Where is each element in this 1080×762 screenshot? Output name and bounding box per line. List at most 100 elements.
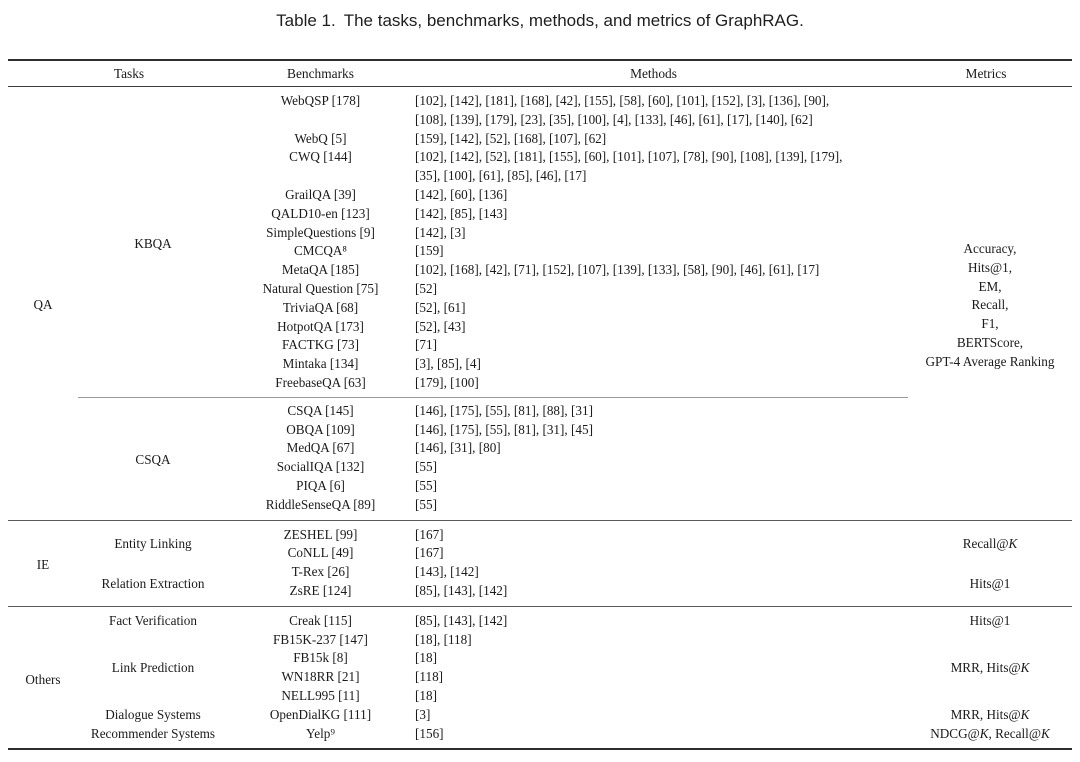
table-row: GrailQA [39] [142], [60], [136] [8, 186, 1072, 205]
methods-cell: [142], [3] [415, 224, 466, 240]
metrics-cell-qa: Accuracy, Hits@1, EM, Recall, F1, BERTSc… [925, 240, 1055, 369]
benchmark-cell: FB15K-237 [147] [273, 631, 368, 647]
methods-cell: [3], [85], [4] [415, 356, 481, 372]
metrics-cell-fact-verification: Hits@1 [969, 612, 1011, 628]
table-row: CWQ [144] [102], [142], [52], [181], [15… [8, 148, 1072, 186]
task-label-entity-linking: Entity Linking [114, 535, 192, 551]
table-row: Dialogue Systems OpenDialKG [111] [3] MR… [8, 706, 1072, 725]
benchmark-cell: MedQA [67] [286, 440, 355, 456]
methods-cell: [52], [61] [415, 299, 466, 315]
methods-cell: [52], [43] [415, 318, 466, 334]
column-header-methods: Methods [413, 60, 908, 87]
benchmark-cell: Yelp⁹ [306, 725, 335, 741]
table-row: FreebaseQA [63] [179], [100] [8, 373, 1072, 398]
benchmark-cell: Natural Question [75] [262, 280, 379, 296]
methods-cell: [156] [415, 725, 444, 741]
header-row: Tasks Benchmarks Methods Metrics [8, 60, 1072, 87]
benchmark-cell: CSQA [145] [287, 402, 354, 418]
benchmark-cell: WebQ [5] [294, 130, 347, 146]
benchmark-cell: FB15k [8] [293, 650, 348, 666]
table-row: WebQ [5] [159], [142], [52], [168], [107… [8, 130, 1072, 149]
group-label-others: Others [25, 671, 61, 687]
methods-cell: [85], [143], [142] [415, 612, 508, 628]
graphrag-summary-table: Tasks Benchmarks Methods Metrics QA KBQA… [8, 59, 1072, 751]
methods-cell: [102], [142], [52], [181], [155], [60], … [415, 149, 843, 184]
metrics-cell-entity-linking: Recall@K [962, 535, 1018, 551]
methods-cell: [159], [142], [52], [168], [107], [62] [415, 130, 607, 146]
benchmark-cell: FreebaseQA [63] [228, 373, 413, 398]
table-row: MedQA [67] [146], [31], [80] [8, 439, 1072, 458]
column-header-metrics: Metrics [908, 60, 1072, 87]
benchmark-cell: GrailQA [39] [285, 186, 356, 202]
table-row: QALD10-en [123] [142], [85], [143] [8, 205, 1072, 224]
table-row: CoNLL [49] [167] [8, 544, 1072, 563]
table-caption-text: The tasks, benchmarks, methods, and metr… [343, 11, 804, 30]
benchmark-cell: ZESHEL [99] [283, 526, 358, 542]
methods-cell: [118] [415, 669, 444, 685]
benchmark-cell: Creak [115] [289, 612, 352, 628]
benchmark-cell: HotpotQA [173] [277, 318, 364, 334]
methods-cell: [18] [415, 687, 437, 703]
benchmark-cell: TriviaQA [68] [282, 299, 359, 315]
benchmark-cell: OpenDialKG [111] [269, 706, 372, 722]
table-row: FB15k [8] [18] [8, 649, 1072, 668]
methods-cell: [146], [31], [80] [415, 440, 501, 456]
task-label-fact-verification: Fact Verification [108, 612, 197, 628]
benchmark-cell: PIQA [6] [296, 477, 345, 493]
methods-cell: [18] [415, 650, 437, 666]
task-label-kbqa: KBQA [78, 86, 228, 398]
group-label-ie: IE [36, 557, 50, 573]
table-row: WN18RR [21] [118] [8, 668, 1072, 687]
task-label-dialogue-systems: Dialogue Systems [105, 706, 201, 722]
table-row: RiddleSenseQA [89] [55] [8, 496, 1072, 520]
metrics-cell-dialogue-systems: MRR, Hits@K [950, 706, 1030, 722]
table-row: Others Fact Verification Creak [115] [85… [8, 606, 1072, 687]
table-row: NELL995 [11] [18] [8, 687, 1072, 706]
benchmark-cell: ZsRE [124] [289, 582, 352, 598]
table-row: Mintaka [134] [3], [85], [4] [8, 355, 1072, 374]
table-caption: Table 1. The tasks, benchmarks, methods, … [0, 0, 1080, 31]
table-row: Natural Question [75] [52] [8, 280, 1072, 299]
benchmark-cell: RiddleSenseQA [89] [265, 496, 376, 512]
table-row: PIQA [6] [55] [8, 477, 1072, 496]
methods-cell: [143], [142] [415, 564, 479, 580]
benchmark-cell: CMCQA⁸ [294, 243, 347, 259]
methods-cell: [55] [415, 477, 437, 493]
methods-cell: [146], [175], [55], [81], [31], [45] [415, 421, 593, 437]
methods-cell: [102], [168], [42], [71], [152], [107], … [415, 262, 820, 278]
table-row: Relation Extraction T-Rex [26] [143], [1… [8, 563, 1072, 591]
task-label-recommender-systems: Recommender Systems [90, 725, 216, 741]
column-header-benchmarks: Benchmarks [228, 60, 413, 87]
benchmark-cell: QALD10-en [123] [271, 205, 370, 221]
task-label-link-prediction: Link Prediction [111, 659, 195, 675]
table-row: QA KBQA WebQSP [178] [102], [142], [181]… [8, 86, 1072, 398]
methods-cell: [55] [415, 496, 437, 512]
methods-cell: [18], [118] [415, 631, 472, 647]
benchmark-cell: SocialIQA [132] [276, 459, 365, 475]
table-row: IE Entity Linking ZESHEL [99] [167] Reca… [8, 520, 1072, 573]
methods-cell: [179], [100] [413, 373, 908, 398]
table-row: ZsRE [124] [85], [143], [142] [8, 582, 1072, 606]
section-ie: IE Entity Linking ZESHEL [99] [167] Reca… [8, 520, 1072, 606]
table-row: Recommender Systems Yelp⁹ [156] NDCG@K, … [8, 725, 1072, 750]
metrics-cell-relation-extraction: Hits@1 [969, 576, 1011, 592]
section-qa: QA KBQA WebQSP [178] [102], [142], [181]… [8, 86, 1072, 521]
methods-cell: [142], [85], [143] [415, 205, 508, 221]
table-row: SimpleQuestions [9] [142], [3] [8, 224, 1072, 243]
benchmark-cell: WebQSP [178] [280, 93, 361, 108]
table-row: OBQA [109] [146], [175], [55], [81], [31… [8, 421, 1072, 440]
column-header-tasks: Tasks [78, 60, 228, 87]
methods-cell: [142], [60], [136] [415, 186, 508, 202]
table-row: TriviaQA [68] [52], [61] [8, 299, 1072, 318]
benchmark-cell: NELL995 [11] [281, 687, 360, 703]
benchmark-cell: T-Rex [26] [291, 564, 350, 580]
methods-cell: [159] [415, 243, 444, 259]
benchmark-cell: SimpleQuestions [9] [266, 224, 375, 240]
table-row: FACTKG [73] [71] [8, 336, 1072, 355]
table-row: MetaQA [185] [102], [168], [42], [71], [… [8, 261, 1072, 280]
methods-cell: [146], [175], [55], [81], [88], [31] [415, 402, 593, 418]
benchmark-cell: OBQA [109] [286, 421, 355, 437]
methods-cell: [85], [143], [142] [415, 582, 508, 598]
metrics-cell-recommender-systems: NDCG@K, Recall@K [930, 725, 1050, 741]
benchmark-cell: CoNLL [49] [287, 545, 354, 561]
